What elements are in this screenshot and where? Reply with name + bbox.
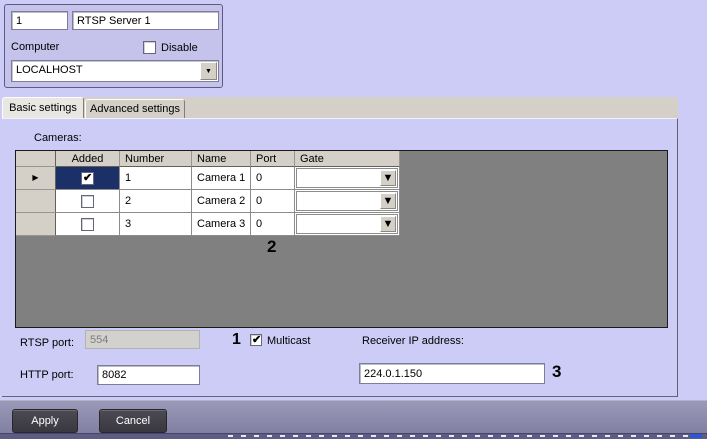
cancel-button[interactable]: Cancel xyxy=(99,409,167,433)
disable-label: Disable xyxy=(161,42,198,54)
column-header-name[interactable]: Name xyxy=(192,151,251,167)
table-row: 2 Camera 2 0 ▼ xyxy=(16,190,400,213)
table-header-row: Added Number Name Port Gate xyxy=(16,151,400,167)
gate-dropdown[interactable]: ▼ xyxy=(296,191,398,211)
table-row: 3 Camera 3 0 ▼ xyxy=(16,213,400,236)
multicast-checkbox[interactable] xyxy=(250,333,262,346)
bottom-edge-artifact xyxy=(690,434,702,438)
callout-2: 2 xyxy=(267,237,277,256)
tab-basic-settings-label: Basic settings xyxy=(9,102,77,114)
callout-3: 3 xyxy=(552,362,562,381)
row-selector[interactable]: ▶ xyxy=(16,167,56,190)
cell-gate: ▼ xyxy=(295,213,400,236)
added-checkbox[interactable] xyxy=(81,171,94,185)
footer-bar: Apply Cancel xyxy=(0,400,707,433)
column-header-selector xyxy=(16,151,56,167)
callout-1: 1 xyxy=(232,331,241,348)
gate-dropdown-button[interactable]: ▼ xyxy=(380,216,396,232)
cell-name[interactable]: Camera 2 xyxy=(192,190,251,213)
settings-tabstrip: Basic settings Advanced settings xyxy=(2,97,678,118)
row-selector-arrow-icon: ▶ xyxy=(32,173,39,182)
cell-number[interactable]: 2 xyxy=(120,190,192,213)
cell-name[interactable]: Camera 3 xyxy=(192,213,251,236)
cell-gate: ▼ xyxy=(295,190,400,213)
added-checkbox[interactable] xyxy=(81,217,94,231)
row-selector[interactable] xyxy=(16,190,56,213)
cell-port[interactable]: 0 xyxy=(251,167,295,190)
column-header-port[interactable]: Port xyxy=(251,151,295,167)
cell-port[interactable]: 0 xyxy=(251,190,295,213)
table-row: ▶ 1 Camera 1 0 ▼ xyxy=(16,167,400,190)
disable-checkbox[interactable] xyxy=(143,41,156,54)
http-port-field[interactable] xyxy=(97,365,200,385)
bottom-dotted-line xyxy=(228,435,707,437)
gate-dropdown-button[interactable]: ▼ xyxy=(380,193,396,209)
receiver-ip-field[interactable] xyxy=(359,363,545,384)
tab-advanced-settings-label: Advanced settings xyxy=(90,103,180,115)
cell-name[interactable]: Camera 1 xyxy=(192,167,251,190)
dropdown-arrow-icon: ▼ xyxy=(382,195,394,207)
rtsp-port-label: RTSP port: xyxy=(20,337,75,349)
computer-select[interactable]: LOCALHOST ▼ xyxy=(11,60,219,82)
computer-label: Computer xyxy=(11,41,60,53)
apply-button-label: Apply xyxy=(31,415,59,427)
column-header-added[interactable]: Added xyxy=(56,151,120,167)
receiver-ip-label: Receiver IP address: xyxy=(362,335,464,347)
tab-advanced-settings[interactable]: Advanced settings xyxy=(85,99,185,118)
column-header-number[interactable]: Number xyxy=(120,151,192,167)
computer-select-button[interactable]: ▼ xyxy=(200,62,217,80)
computer-select-value: LOCALHOST xyxy=(16,64,83,76)
rtsp-port-field xyxy=(85,330,200,349)
cell-added[interactable] xyxy=(56,167,120,190)
server-identity-panel: Computer Disable LOCALHOST ▼ xyxy=(4,4,223,88)
row-selector[interactable] xyxy=(16,213,56,236)
column-header-gate[interactable]: Gate xyxy=(295,151,400,167)
cell-number[interactable]: 3 xyxy=(120,213,192,236)
gate-dropdown-button[interactable]: ▼ xyxy=(380,170,396,186)
cell-gate: ▼ xyxy=(295,167,400,190)
gate-dropdown[interactable]: ▼ xyxy=(296,168,398,188)
dropdown-arrow-icon: ▼ xyxy=(205,67,212,75)
http-port-label: HTTP port: xyxy=(20,369,74,381)
cell-added[interactable] xyxy=(56,213,120,236)
server-id-field[interactable] xyxy=(11,11,68,30)
dropdown-arrow-icon: ▼ xyxy=(382,218,394,230)
tab-basic-settings[interactable]: Basic settings xyxy=(2,97,84,118)
cancel-button-label: Cancel xyxy=(115,415,151,427)
multicast-label: Multicast xyxy=(267,335,311,347)
dropdown-arrow-icon: ▼ xyxy=(382,172,394,184)
cell-number[interactable]: 1 xyxy=(120,167,192,190)
server-name-field[interactable] xyxy=(72,11,219,30)
cell-port[interactable]: 0 xyxy=(251,213,295,236)
apply-button[interactable]: Apply xyxy=(12,409,78,433)
added-checkbox[interactable] xyxy=(81,194,94,208)
cell-added[interactable] xyxy=(56,190,120,213)
cameras-table: Added Number Name Port Gate ▶ 1 Camera 1… xyxy=(16,151,400,236)
cameras-label: Cameras: xyxy=(34,132,82,144)
gate-dropdown[interactable]: ▼ xyxy=(296,214,398,234)
